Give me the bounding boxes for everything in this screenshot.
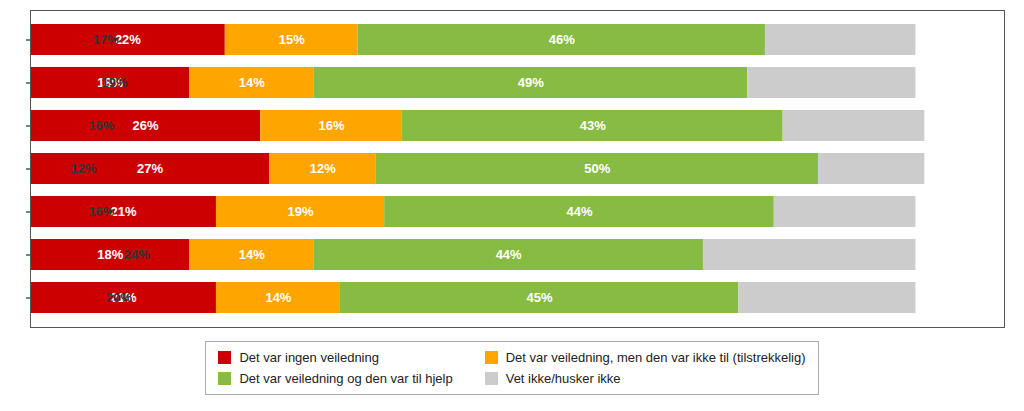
svg-text:44%: 44% xyxy=(496,247,522,262)
svg-text:16%: 16% xyxy=(88,118,114,133)
svg-text:12%: 12% xyxy=(310,161,336,176)
svg-text:20%: 20% xyxy=(106,290,132,305)
svg-text:26%: 26% xyxy=(133,118,159,133)
svg-text:15%: 15% xyxy=(279,32,305,47)
svg-text:27%: 27% xyxy=(137,161,163,176)
svg-text:21%: 21% xyxy=(110,204,136,219)
svg-text:17%: 17% xyxy=(93,32,119,47)
html-text:Det var veiledning, men den va: Det var veiledning, men den var ikke til… xyxy=(505,350,806,365)
svg-text:19%: 19% xyxy=(288,204,314,219)
svg-text:22%: 22% xyxy=(115,32,141,47)
svg-text:14%: 14% xyxy=(239,247,265,262)
svg-text:24%: 24% xyxy=(124,247,150,262)
svg-text:49%: 49% xyxy=(518,75,544,90)
svg-text:19%: 19% xyxy=(102,75,128,90)
svg-text:18%: 18% xyxy=(97,247,123,262)
html-text:Det var veiledning og den var: Det var veiledning og den var til hjelp xyxy=(239,371,453,386)
svg-text:12%: 12% xyxy=(71,161,97,176)
svg-text:14%: 14% xyxy=(265,290,291,305)
svg-text:44%: 44% xyxy=(566,204,592,219)
svg-text:45%: 45% xyxy=(527,290,553,305)
svg-text:43%: 43% xyxy=(580,118,606,133)
html-text:Vet ikke/husker ikke: Vet ikke/husker ikke xyxy=(505,371,621,386)
svg-text:16%: 16% xyxy=(88,204,114,219)
svg-text:14%: 14% xyxy=(239,75,265,90)
svg-text:16%: 16% xyxy=(319,118,345,133)
svg-text:50%: 50% xyxy=(584,161,610,176)
html-text:Det var ingen veiledning: Det var ingen veiledning xyxy=(239,350,379,365)
svg-text:46%: 46% xyxy=(549,32,575,47)
